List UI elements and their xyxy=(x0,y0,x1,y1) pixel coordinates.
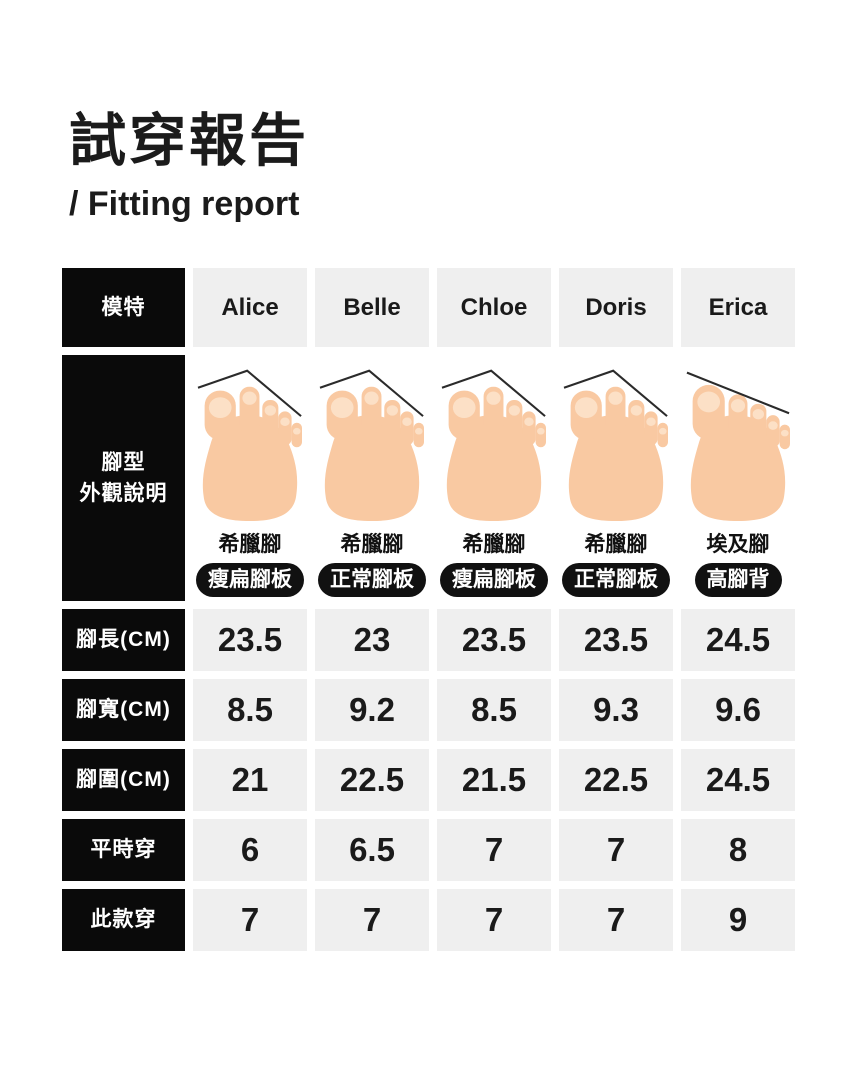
row-label-foot-girth: 腳圍(CM) xyxy=(62,749,185,811)
model-header-erica: Erica xyxy=(681,268,795,347)
foot-pad-badge: 正常腳板 xyxy=(562,563,670,598)
title-block: 試穿報告 / Fitting report xyxy=(69,110,309,224)
corner-header-model: 模特 xyxy=(62,268,185,347)
row-label-usual-size: 平時穿 xyxy=(62,819,185,881)
value-cell: 7 xyxy=(315,889,429,951)
foot-illustration-egyptian-icon xyxy=(685,371,792,522)
foot-shape-label: 希臘腳 xyxy=(340,533,404,556)
foot-row-label-line1: 腳型 xyxy=(101,450,146,474)
row-label-this-style-size: 此款穿 xyxy=(62,889,185,951)
value-cell: 9 xyxy=(681,889,795,951)
foot-pad-badge: 高腳背 xyxy=(694,563,782,598)
value-cell: 22.5 xyxy=(559,749,673,811)
model-header-belle: Belle xyxy=(315,268,429,347)
foot-shape-label: 希臘腳 xyxy=(218,533,282,556)
foot-pad-badge: 正常腳板 xyxy=(318,563,426,598)
page-subtitle: / Fitting report xyxy=(69,184,300,223)
foot-pad-badge: 瘦扁腳板 xyxy=(440,563,548,598)
value-cell: 7 xyxy=(437,819,551,881)
value-cell: 24.5 xyxy=(681,609,795,671)
page-title: 試穿報告 xyxy=(69,109,309,173)
foot-row-label: 腳型 外觀說明 xyxy=(62,355,185,601)
foot-cell-chloe: 希臘腳 瘦扁腳板 xyxy=(437,355,551,601)
value-cell: 7 xyxy=(193,889,307,951)
value-cell: 8 xyxy=(681,819,795,881)
fitting-table: 模特 Alice Belle Chloe Doris Erica 腳型 外觀說明… xyxy=(62,268,795,951)
value-cell: 23.5 xyxy=(193,609,307,671)
value-cell: 9.2 xyxy=(315,679,429,741)
foot-cell-alice: 希臘腳 瘦扁腳板 xyxy=(193,355,307,601)
foot-illustration-greek-icon xyxy=(318,369,426,522)
value-cell: 8.5 xyxy=(437,679,551,741)
value-cell: 7 xyxy=(559,819,673,881)
foot-illustration-greek-icon xyxy=(440,369,548,522)
value-cell: 24.5 xyxy=(681,749,795,811)
foot-cell-belle: 希臘腳 正常腳板 xyxy=(315,355,429,601)
value-cell: 23.5 xyxy=(437,609,551,671)
model-header-chloe: Chloe xyxy=(437,268,551,347)
foot-shape-label: 希臘腳 xyxy=(462,533,526,556)
foot-row-label-line2: 外觀說明 xyxy=(79,482,168,505)
model-header-doris: Doris xyxy=(559,268,673,347)
foot-cell-erica: 埃及腳 高腳背 xyxy=(681,355,795,601)
value-cell: 21 xyxy=(193,749,307,811)
foot-shape-label: 埃及腳 xyxy=(706,533,770,556)
model-header-alice: Alice xyxy=(193,268,307,347)
foot-shape-label: 希臘腳 xyxy=(584,533,648,556)
foot-illustration-greek-icon xyxy=(196,369,304,522)
value-cell: 23.5 xyxy=(559,609,673,671)
value-cell: 9.3 xyxy=(559,679,673,741)
value-cell: 23 xyxy=(315,609,429,671)
value-cell: 6.5 xyxy=(315,819,429,881)
value-cell: 6 xyxy=(193,819,307,881)
foot-pad-badge: 瘦扁腳板 xyxy=(196,563,304,598)
foot-cell-doris: 希臘腳 正常腳板 xyxy=(559,355,673,601)
value-cell: 22.5 xyxy=(315,749,429,811)
value-cell: 7 xyxy=(559,889,673,951)
row-label-foot-width: 腳寬(CM) xyxy=(62,679,185,741)
value-cell: 21.5 xyxy=(437,749,551,811)
value-cell: 8.5 xyxy=(193,679,307,741)
row-label-foot-length: 腳長(CM) xyxy=(62,609,185,671)
value-cell: 7 xyxy=(437,889,551,951)
foot-illustration-greek-icon xyxy=(562,369,670,522)
value-cell: 9.6 xyxy=(681,679,795,741)
